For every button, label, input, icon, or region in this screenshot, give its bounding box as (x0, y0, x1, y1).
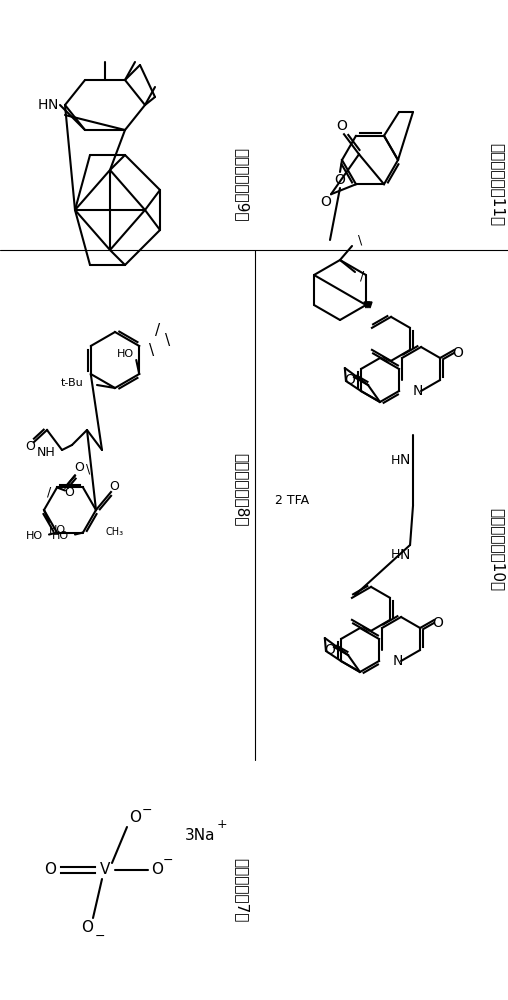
Text: −: − (142, 804, 152, 816)
Text: /: / (360, 269, 364, 282)
Text: O: O (344, 373, 356, 387)
Text: O: O (453, 346, 463, 360)
Text: NH: NH (36, 446, 55, 458)
Polygon shape (364, 302, 368, 308)
Text: −: − (95, 930, 105, 942)
Text: 羟基香豆素（11）: 羟基香豆素（11） (491, 143, 505, 227)
Text: \: \ (165, 334, 170, 349)
Text: CH₃: CH₃ (106, 527, 124, 537)
Text: HO: HO (117, 349, 134, 359)
Text: 地衣酸烯胺（8）: 地衣酸烯胺（8） (235, 453, 249, 527)
Text: V: V (100, 862, 110, 878)
Text: \: \ (86, 463, 90, 476)
Text: O: O (151, 862, 163, 878)
Text: O: O (81, 920, 93, 936)
Text: O: O (109, 480, 119, 492)
Text: N: N (413, 384, 423, 398)
Text: O: O (321, 195, 331, 209)
Text: 氨基金刚烷（9）: 氨基金刚烷（9） (235, 148, 249, 222)
Text: 原钒酸钠（7）: 原钒酸钠（7） (235, 858, 249, 922)
Text: H: H (390, 454, 400, 466)
Text: O: O (325, 643, 335, 657)
Text: /: / (47, 486, 51, 498)
Text: −: − (163, 854, 173, 866)
Text: O: O (74, 461, 84, 474)
Text: HO: HO (26, 531, 43, 541)
Text: N: N (48, 98, 58, 112)
Text: 3Na: 3Na (185, 828, 215, 842)
Text: O: O (337, 119, 347, 133)
Text: H: H (390, 548, 400, 562)
Polygon shape (366, 302, 370, 308)
Text: \: \ (149, 344, 154, 359)
Text: O: O (64, 486, 74, 499)
Text: HO: HO (49, 525, 66, 535)
Text: HO: HO (52, 531, 69, 541)
Text: 2 TFA: 2 TFA (275, 493, 309, 506)
Text: O: O (129, 810, 141, 826)
Text: +: + (217, 818, 228, 830)
Text: O: O (433, 616, 443, 630)
Text: 茚并异喹啉（10）: 茚并异喹啉（10） (491, 508, 505, 592)
Text: O: O (335, 173, 345, 187)
Text: O: O (44, 862, 56, 878)
Text: N: N (400, 548, 410, 562)
Text: N: N (393, 654, 403, 668)
Polygon shape (368, 302, 372, 308)
Text: O: O (25, 440, 35, 452)
Text: /: / (155, 324, 160, 338)
Text: \: \ (358, 233, 362, 246)
Text: N: N (400, 453, 410, 467)
Text: H: H (38, 98, 48, 112)
Text: t-Bu: t-Bu (60, 378, 83, 388)
